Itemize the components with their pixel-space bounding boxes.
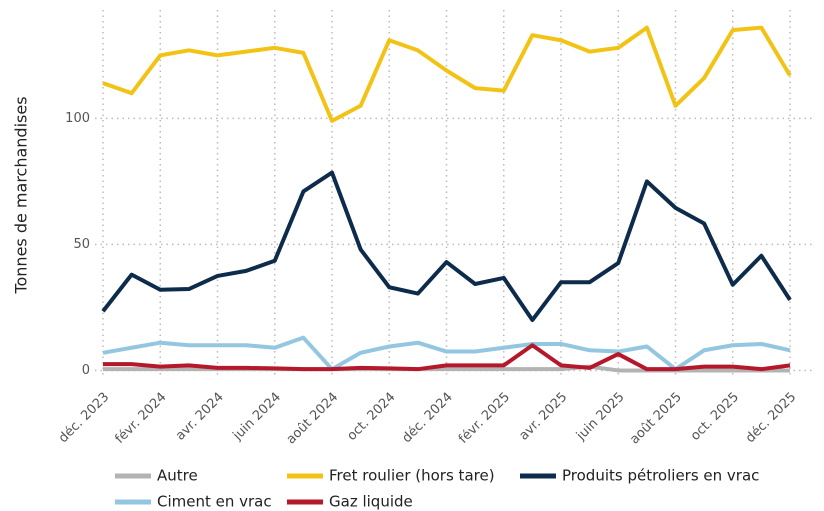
legend-label: Produits pétroliers en vrac (562, 467, 759, 485)
line (101, 170, 792, 323)
legend-label: Gaz liquide (329, 493, 413, 511)
x-tick-label: avr. 2024 (173, 390, 227, 444)
x-tick-label: févr. 2025 (456, 390, 513, 447)
legend-label: Fret roulier (hors tare) (329, 467, 495, 485)
line (102, 25, 792, 123)
x-tick-label: juin 2024 (230, 390, 284, 444)
x-tick-label: déc. 2023 (56, 390, 112, 446)
x-tick-label: oct. 2025 (688, 390, 742, 444)
x-tick-label: juin 2025 (573, 390, 627, 444)
legend-label: Autre (157, 467, 198, 485)
x-tick-label: déc. 2024 (399, 390, 455, 446)
x-tick-label: août 2024 (284, 390, 342, 448)
y-tick-label: 100 (65, 111, 90, 126)
x-tick-label: oct. 2024 (344, 390, 398, 444)
x-tick-label: avr. 2025 (516, 390, 570, 444)
y-tick-label: 0 (82, 363, 90, 378)
x-tick-label: févr. 2024 (112, 390, 169, 447)
y-tick-label: 50 (73, 237, 90, 252)
x-tick-label: déc. 2025 (743, 390, 799, 446)
line (103, 343, 791, 372)
y-axis-label: Tonnes de marchandises (12, 96, 31, 294)
x-tick-label: août 2025 (627, 390, 685, 448)
legend-label: Ciment en vrac (157, 493, 272, 511)
